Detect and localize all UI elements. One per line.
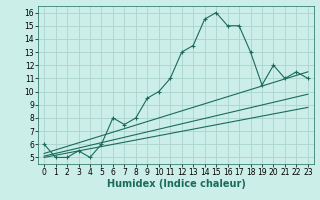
X-axis label: Humidex (Indice chaleur): Humidex (Indice chaleur) xyxy=(107,179,245,189)
